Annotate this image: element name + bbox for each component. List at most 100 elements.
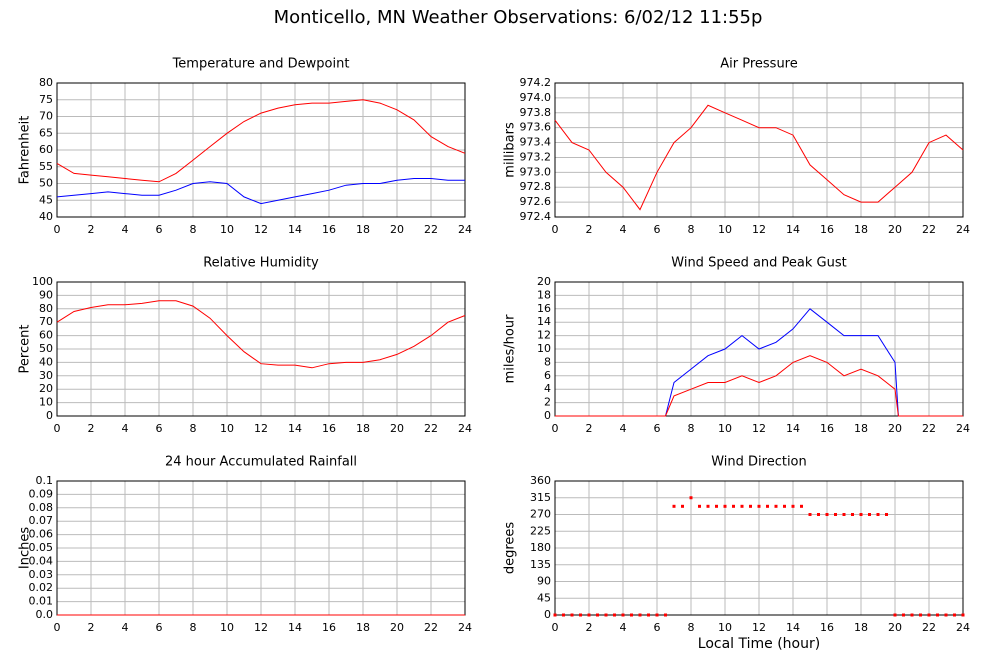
x-axis-label: Local Time (hour) — [698, 636, 820, 652]
y-tick-label: 10 — [39, 396, 53, 409]
x-tick-label: 0 — [54, 422, 61, 435]
x-tick-label: 12 — [254, 422, 268, 435]
data-point — [885, 513, 888, 516]
data-point — [893, 613, 897, 617]
y-tick-label: 315 — [530, 491, 551, 504]
y-tick-label: 0.06 — [29, 528, 54, 541]
data-point — [570, 613, 574, 617]
y-tick-label: 16 — [537, 302, 551, 315]
x-tick-label: 8 — [688, 223, 695, 236]
x-tick-label: 14 — [288, 223, 302, 236]
data-point — [859, 513, 863, 516]
y-tick-label: 45 — [39, 193, 53, 206]
x-tick-label: 2 — [88, 223, 95, 236]
x-tick-label: 10 — [718, 422, 732, 435]
chart-panel: Air Pressure millibars 972.4 972.6 972.8 973.… — [503, 57, 971, 237]
data-point — [800, 504, 803, 508]
data-point — [655, 613, 659, 617]
chart-panel: Wind Speed and Peak Gustmiles/hour024681… — [503, 256, 971, 436]
x-tick-label: 24 — [458, 422, 472, 435]
y-tick-label: 30 — [39, 369, 53, 382]
y-tick-label: 20 — [537, 275, 551, 288]
y-tick-label: 2 — [544, 396, 551, 409]
x-tick-label: 12 — [752, 223, 766, 236]
x-tick-label: 8 — [190, 223, 197, 236]
data-point — [953, 613, 956, 617]
x-tick-label: 18 — [854, 422, 868, 435]
x-tick-label: 4 — [122, 621, 129, 634]
x-tick-label: 12 — [752, 422, 766, 435]
data-point — [961, 613, 965, 617]
y-tick-label: 65 — [39, 126, 53, 139]
data-point — [604, 613, 608, 617]
data-line — [555, 308, 963, 417]
chart-title: 24 hour Accumulated Rainfall — [165, 455, 357, 470]
x-tick-label: 0 — [552, 621, 559, 634]
x-tick-label: 6 — [156, 422, 163, 435]
y-tick-label: 0.01 — [29, 595, 54, 608]
y-tick-label: 60 — [39, 143, 53, 156]
y-tick-label: 0 — [544, 409, 551, 422]
x-tick-label: 24 — [956, 422, 970, 435]
x-tick-label: 0 — [552, 422, 559, 435]
y-tick-label: 10 — [537, 342, 551, 355]
y-tick-label: 14 — [537, 315, 551, 328]
x-tick-label: 6 — [156, 621, 163, 634]
x-tick-label: 10 — [220, 422, 234, 435]
y-tick-label: 100 — [32, 275, 53, 288]
data-point — [766, 504, 769, 508]
x-tick-label: 6 — [156, 223, 163, 236]
data-point — [851, 513, 854, 516]
data-point — [808, 513, 812, 516]
x-tick-label: 18 — [854, 621, 868, 634]
data-point — [774, 504, 778, 508]
x-tick-label: 18 — [854, 223, 868, 236]
x-tick-label: 16 — [820, 422, 834, 435]
x-tick-label: 2 — [88, 422, 95, 435]
x-tick-label: 8 — [688, 422, 695, 435]
x-tick-label: 16 — [322, 223, 336, 236]
x-tick-label: 14 — [786, 223, 800, 236]
y-tick-label: 0.02 — [29, 581, 54, 594]
x-tick-label: 20 — [390, 422, 404, 435]
data-point — [698, 504, 701, 508]
y-tick-label: 974.2 — [520, 76, 552, 89]
y-tick-label: 90 — [537, 575, 551, 588]
chart-title: Relative Humidity — [203, 256, 319, 271]
y-axis-label: Inches — [18, 527, 33, 569]
y-tick-label: 972.8 — [520, 180, 552, 193]
x-tick-label: 12 — [254, 621, 268, 634]
chart-panel: Temperature and DewpointFahrenheit404550… — [18, 57, 473, 237]
y-tick-label: 55 — [39, 160, 53, 173]
data-point — [749, 504, 752, 508]
y-tick-label: 18 — [537, 288, 551, 301]
y-tick-label: 45 — [537, 591, 551, 604]
y-tick-label: 180 — [530, 541, 551, 554]
x-tick-label: 4 — [122, 223, 129, 236]
data-point — [732, 504, 735, 508]
y-tick-label: 973.4 — [520, 136, 552, 149]
x-tick-label: 22 — [424, 422, 438, 435]
data-point — [596, 613, 599, 617]
x-tick-label: 8 — [190, 621, 197, 634]
x-tick-label: 24 — [458, 223, 472, 236]
data-point — [783, 504, 786, 508]
y-tick-label: 0 — [544, 608, 551, 621]
x-tick-label: 12 — [254, 223, 268, 236]
y-tick-label: 60 — [39, 329, 53, 342]
x-tick-label: 6 — [654, 422, 661, 435]
y-tick-label: 974.0 — [520, 91, 552, 104]
x-tick-label: 16 — [820, 621, 834, 634]
data-line — [56, 178, 465, 205]
x-tick-label: 16 — [322, 621, 336, 634]
chart-panel: 24 hour Accumulated RainfallInches0.00.0… — [18, 455, 473, 635]
data-point — [681, 504, 684, 508]
y-tick-label: 50 — [39, 342, 53, 355]
x-tick-label: 24 — [458, 621, 472, 634]
x-tick-label: 14 — [288, 422, 302, 435]
y-axis-label: Percent — [18, 325, 33, 374]
x-tick-label: 10 — [718, 223, 732, 236]
data-point — [672, 504, 676, 508]
plot-frame — [554, 281, 964, 417]
